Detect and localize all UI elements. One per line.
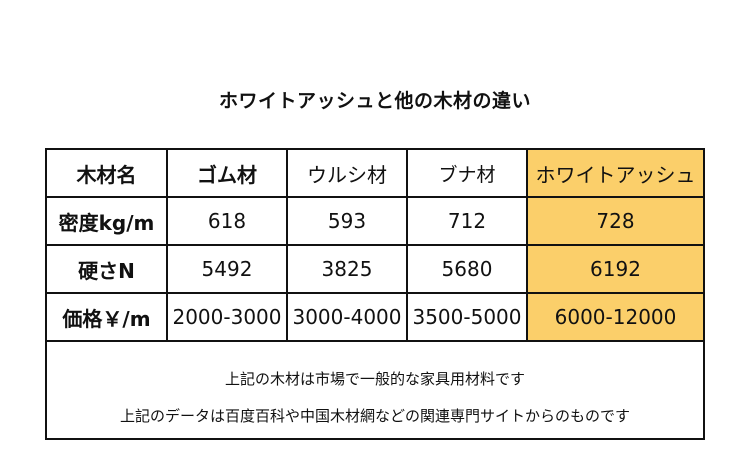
table-row: 価格￥/m 2000-3000 3000-4000 3500-5000 6000… [47, 292, 703, 342]
row-label-density: 密度kg/m [47, 196, 168, 246]
table-cell: 3825 [286, 244, 408, 294]
comparison-table: 木材名 ゴム材 ウルシ材 ブナ材 ホワイトアッシュ 密度kg/m 618 593… [47, 150, 703, 342]
table-cell: 5492 [166, 244, 288, 294]
comparison-table-frame: 木材名 ゴム材 ウルシ材 ブナ材 ホワイトアッシュ 密度kg/m 618 593… [45, 148, 705, 440]
table-cell-highlight: 6000-12000 [526, 292, 703, 342]
header-white-ash: ホワイトアッシュ [526, 150, 703, 198]
table-cell-highlight: 6192 [526, 244, 703, 294]
table-cell-highlight: 728 [526, 196, 703, 246]
table-cell: 712 [406, 196, 528, 246]
row-label-price: 価格￥/m [47, 292, 168, 342]
page-title: ホワイトアッシュと他の木材の違い [218, 90, 531, 112]
table-cell: 618 [166, 196, 288, 246]
header-rubber-wood: ゴム材 [166, 150, 288, 198]
header-lacquer-wood: ウルシ材 [286, 150, 408, 198]
table-row: 硬さN 5492 3825 5680 6192 [47, 244, 703, 294]
note-data-source: 上記のデータは百度百科や中国木材網などの関連専門サイトからのものです [119, 407, 630, 425]
table-cell: 593 [286, 196, 408, 246]
table-cell: 5680 [406, 244, 528, 294]
note-market-materials: 上記の木材は市場で一般的な家具用材料です [224, 370, 525, 388]
table-row: 密度kg/m 618 593 712 728 [47, 196, 703, 246]
table-cell: 2000-3000 [166, 292, 288, 342]
table-cell: 3500-5000 [406, 292, 528, 342]
header-beech: ブナ材 [406, 150, 528, 198]
table-cell: 3000-4000 [286, 292, 408, 342]
row-label-hardness: 硬さN [47, 244, 168, 294]
header-wood-name: 木材名 [47, 150, 168, 198]
table-header-row: 木材名 ゴム材 ウルシ材 ブナ材 ホワイトアッシュ [47, 150, 703, 198]
